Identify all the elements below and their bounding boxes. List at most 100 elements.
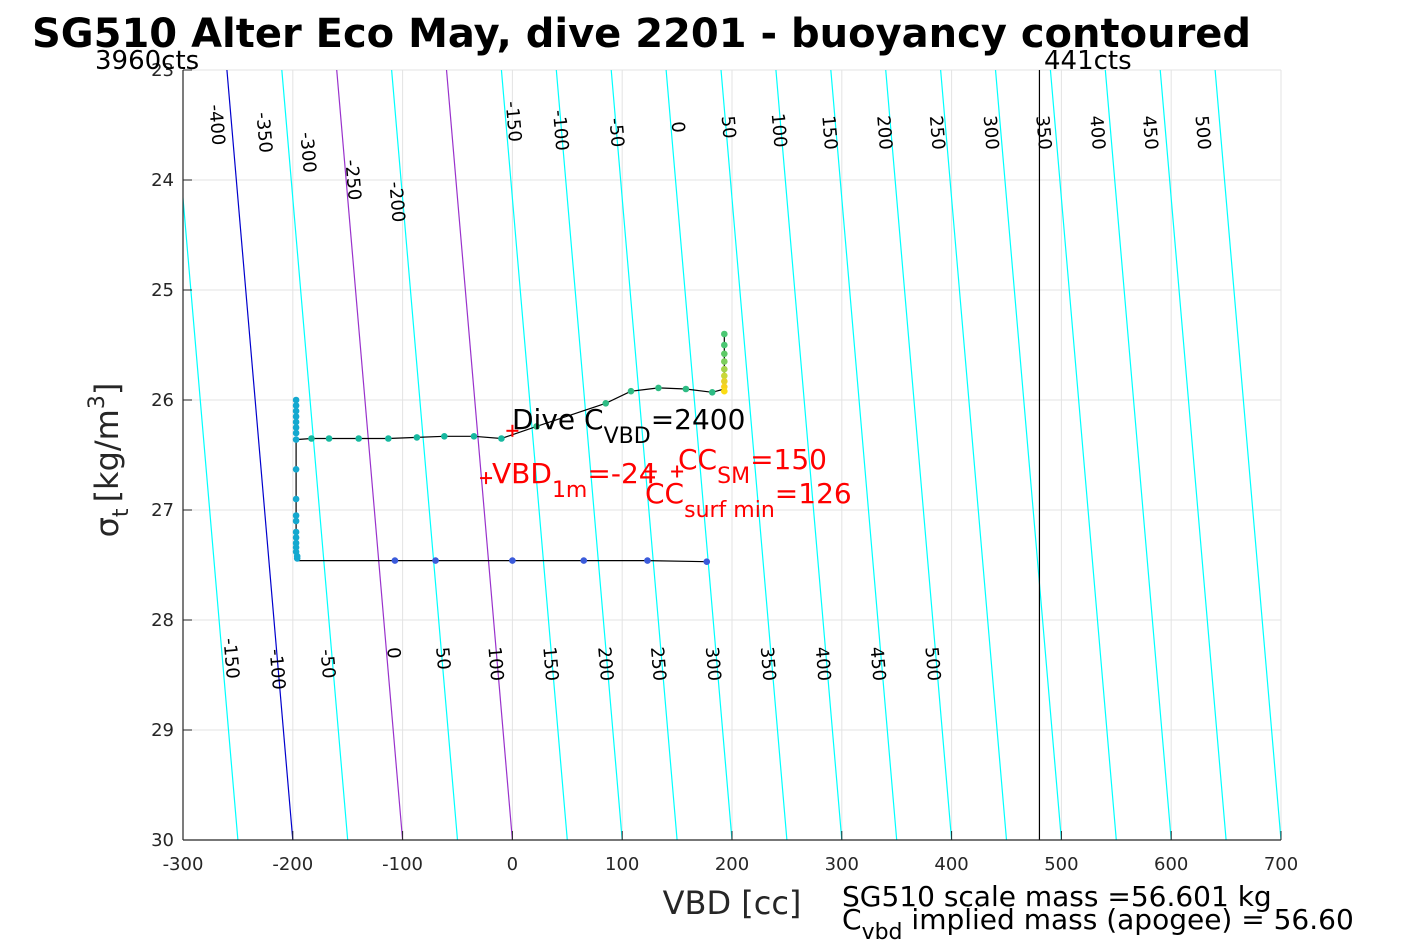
x-tick-label: -100: [382, 854, 423, 875]
chart-title: SG510 Alter Eco May, dive 2201 - buoyanc…: [32, 11, 1251, 57]
data-point: [292, 402, 300, 409]
contour-line: [665, 70, 733, 840]
footer-scale-mass: SG510 scale mass =56.601 kg: [842, 880, 1272, 913]
annotation-cc-surf-min: CCsurf min=126: [645, 477, 852, 523]
contour-label: 450: [1138, 115, 1162, 151]
y-axis-sup: 3: [85, 395, 110, 409]
data-point: [413, 434, 421, 441]
marker-plus: [671, 465, 684, 478]
contour-line: [336, 70, 404, 840]
data-point: [655, 384, 662, 392]
data-point: [292, 407, 300, 415]
data-point: [325, 435, 333, 442]
contour-label: 350: [1031, 115, 1055, 151]
contour-label: 250: [646, 646, 670, 682]
contour-label: 150: [817, 115, 841, 151]
contour-line: [775, 70, 843, 840]
data-point: [721, 387, 728, 395]
contour-label: 450: [866, 646, 890, 682]
data-point: [644, 557, 651, 564]
data-point: [292, 396, 300, 404]
marker-plus: [480, 472, 493, 485]
data-point: [627, 387, 635, 395]
contour-label: 0: [382, 646, 404, 659]
data-point: [292, 466, 300, 473]
x-tick-label: 200: [715, 854, 749, 875]
data-point: [721, 358, 728, 365]
annotation-dive-cvbd: Dive CVBD=2400: [512, 403, 745, 449]
data-point: [682, 385, 690, 393]
y-tick-label: 29: [151, 720, 174, 741]
annotation-cc-sm: CCSM=150: [678, 443, 827, 489]
data-point: [292, 418, 300, 426]
x-tick-label: 0: [507, 854, 518, 875]
data-point: [292, 539, 300, 547]
contour-labels: -400 -350 -300 -250 -200 -150 -100 -50 0 50 100 150…: [204, 100, 1214, 690]
y-tick-label: 26: [151, 390, 174, 411]
data-point: [292, 495, 300, 503]
contour-line: [720, 70, 788, 840]
y-axis-label: σt [kg/m3]: [85, 383, 134, 538]
y-tick-label: 24: [151, 170, 174, 191]
x-tick-labels: -300 -200 -100 0 100 200 300 400 500 600 700: [163, 854, 1299, 875]
data-point: [292, 534, 300, 541]
y-tick-label: 27: [151, 500, 174, 521]
red-markers: [480, 424, 684, 485]
data-point: [470, 433, 478, 440]
data-point: [292, 512, 300, 519]
contour-label: -350: [251, 111, 275, 154]
contour-label: 400: [811, 646, 835, 682]
x-tick-label: 300: [825, 854, 859, 875]
contour-line: [226, 70, 294, 840]
contour-label: 0: [667, 121, 689, 134]
data-point: [721, 372, 728, 380]
contour-label: 150: [538, 646, 562, 682]
data-point: [391, 557, 399, 564]
data-point: [292, 424, 300, 431]
data-point: [292, 517, 300, 525]
contour-label: 300: [979, 115, 1003, 151]
annotation-vbd-1m: VBD1m=-24: [492, 457, 657, 503]
contour-label: 250: [925, 115, 949, 151]
contour-label: 350: [756, 646, 780, 682]
contour-line: [830, 70, 898, 840]
data-point: [292, 528, 300, 536]
data-point: [721, 330, 728, 338]
contour-label: -200: [384, 181, 408, 224]
x-tick-label: -200: [272, 854, 313, 875]
data-point: [580, 557, 588, 564]
data-point: [721, 378, 728, 385]
axes-frame: [182, 69, 1282, 841]
y-axis-sub: t: [109, 508, 134, 517]
data-points: [292, 330, 728, 565]
contour-label: 50: [717, 115, 740, 140]
contour-line: [391, 70, 459, 840]
contour-line: [1159, 70, 1227, 840]
y-tick-label: 23: [151, 60, 174, 81]
contour-label: -50: [604, 117, 627, 148]
contour-line: [445, 70, 513, 840]
contour-label: 100: [483, 646, 507, 682]
contour-line: [281, 70, 349, 840]
contour-line: [1214, 70, 1281, 840]
data-point: [292, 413, 300, 420]
left-count-label: 3960cts: [95, 46, 199, 76]
data-point: [308, 435, 315, 442]
contour-label: -300: [295, 131, 319, 174]
right-count-label: 441cts: [1044, 46, 1132, 76]
x-tick-label: 100: [605, 854, 639, 875]
contour-label: 50: [431, 646, 454, 671]
data-point: [533, 423, 540, 430]
contour-line: [610, 70, 678, 840]
data-point: [721, 341, 728, 349]
contour-line: [1104, 70, 1172, 840]
y-tick-label: 30: [151, 830, 174, 851]
contour-label: 200: [593, 646, 617, 682]
x-tick-label: 500: [1044, 854, 1078, 875]
x-tick-label: 700: [1264, 854, 1298, 875]
data-point: [292, 429, 300, 437]
data-point: [355, 435, 362, 442]
contour-label: 300: [701, 646, 725, 682]
data-point: [721, 365, 728, 373]
